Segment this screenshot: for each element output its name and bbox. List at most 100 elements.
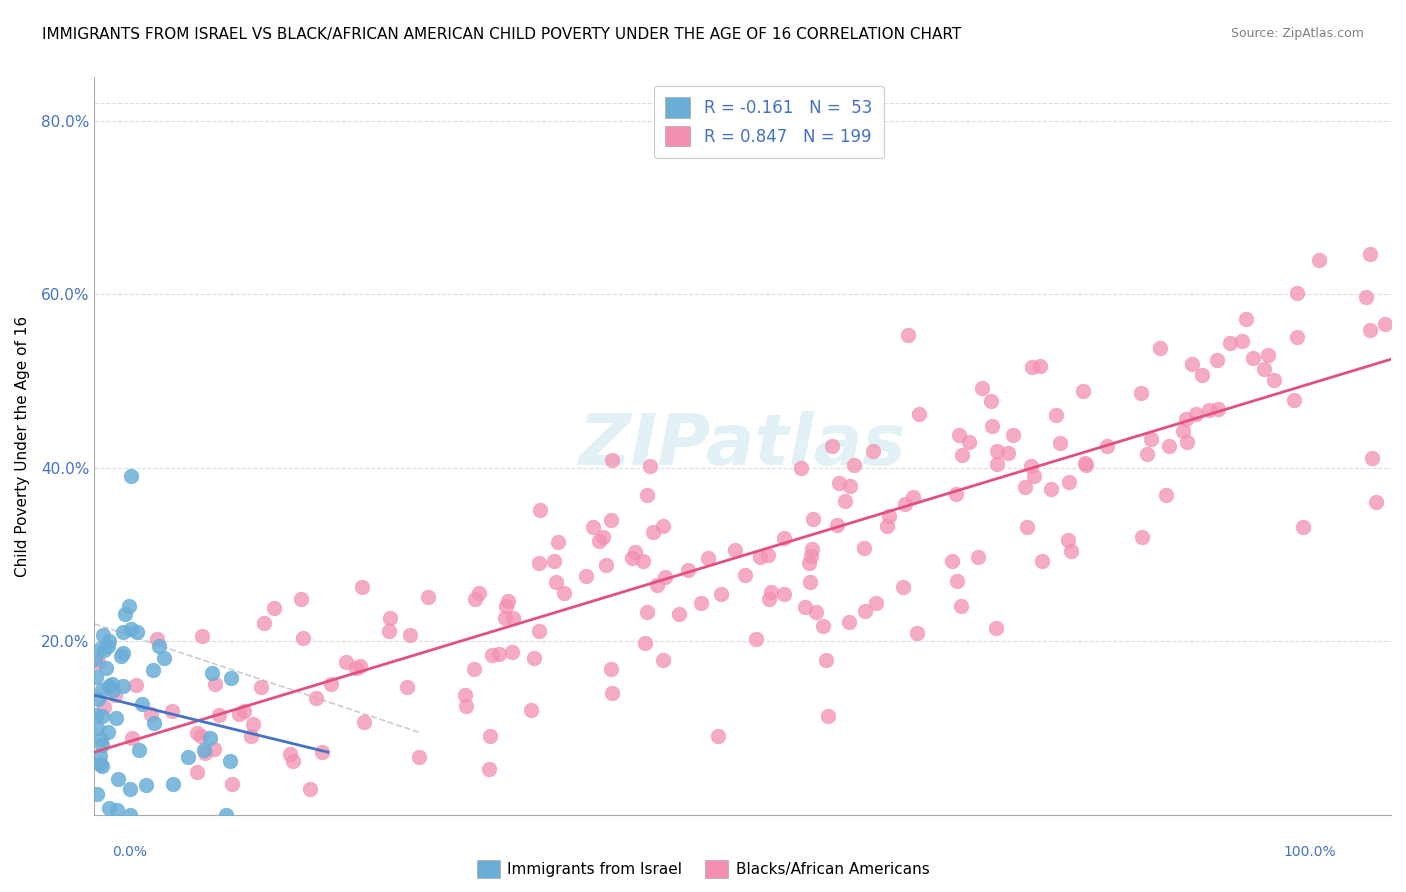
Point bbox=[633, 636, 655, 650]
Point bbox=[193, 742, 215, 756]
Point bbox=[529, 502, 551, 516]
Text: 100.0%: 100.0% bbox=[1284, 845, 1336, 859]
Point bbox=[1049, 435, 1071, 450]
Point bbox=[800, 541, 823, 556]
Point bbox=[651, 518, 673, 533]
Point bbox=[114, 607, 136, 621]
Point bbox=[838, 479, 860, 493]
Point bbox=[1358, 323, 1381, 337]
Point bbox=[84, 707, 107, 722]
Point bbox=[91, 738, 114, 752]
Point bbox=[478, 762, 501, 776]
Point bbox=[494, 610, 516, 624]
Point bbox=[1232, 334, 1254, 348]
Point bbox=[813, 619, 835, 633]
Point bbox=[986, 457, 1008, 471]
Point bbox=[87, 692, 110, 706]
Point bbox=[488, 647, 510, 661]
Point bbox=[1358, 247, 1381, 261]
Point bbox=[395, 680, 418, 694]
Point bbox=[502, 610, 524, 624]
Point bbox=[239, 729, 262, 743]
Point bbox=[636, 606, 658, 620]
Point bbox=[876, 519, 898, 533]
Point bbox=[643, 525, 665, 540]
Text: 0.0%: 0.0% bbox=[112, 845, 148, 859]
Point bbox=[547, 534, 569, 549]
Point bbox=[1014, 480, 1036, 494]
Point bbox=[200, 666, 222, 681]
Point bbox=[380, 610, 402, 624]
Point bbox=[877, 508, 900, 523]
Point bbox=[806, 605, 828, 619]
Point bbox=[1263, 373, 1285, 387]
Point bbox=[105, 711, 128, 725]
Point bbox=[527, 557, 550, 571]
Point bbox=[1130, 530, 1153, 544]
Point bbox=[1045, 409, 1067, 423]
Point bbox=[344, 661, 367, 675]
Point bbox=[207, 708, 229, 723]
Point bbox=[118, 807, 141, 822]
Point bbox=[654, 570, 676, 584]
Point bbox=[621, 550, 644, 565]
Text: Source: ZipAtlas.com: Source: ZipAtlas.com bbox=[1230, 27, 1364, 40]
Point bbox=[799, 574, 821, 589]
Point bbox=[84, 652, 107, 666]
Text: ZIPatlas: ZIPatlas bbox=[579, 411, 907, 481]
Point bbox=[125, 624, 148, 639]
Text: IMMIGRANTS FROM ISRAEL VS BLACK/AFRICAN AMERICAN CHILD POVERTY UNDER THE AGE OF : IMMIGRANTS FROM ISRAEL VS BLACK/AFRICAN … bbox=[42, 27, 962, 42]
Point bbox=[105, 803, 128, 817]
Point bbox=[543, 554, 565, 568]
Point bbox=[97, 801, 120, 815]
Point bbox=[399, 628, 422, 642]
Point bbox=[821, 439, 844, 453]
Point bbox=[582, 520, 605, 534]
Point bbox=[710, 587, 733, 601]
Point bbox=[94, 661, 117, 675]
Point bbox=[202, 741, 225, 756]
Point bbox=[1174, 411, 1197, 425]
Point bbox=[828, 476, 851, 491]
Point bbox=[893, 580, 915, 594]
Point bbox=[773, 587, 796, 601]
Point bbox=[1154, 488, 1177, 502]
Point bbox=[87, 655, 110, 669]
Point bbox=[838, 615, 860, 629]
Point bbox=[862, 443, 884, 458]
Point bbox=[253, 615, 276, 630]
Point bbox=[139, 707, 162, 722]
Point bbox=[193, 746, 215, 760]
Point bbox=[101, 677, 124, 691]
Point bbox=[800, 549, 823, 563]
Point bbox=[101, 682, 124, 697]
Point bbox=[120, 781, 142, 796]
Point bbox=[86, 721, 108, 735]
Point bbox=[86, 670, 108, 684]
Point bbox=[90, 640, 112, 655]
Point bbox=[1022, 469, 1045, 483]
Point bbox=[501, 645, 523, 659]
Point bbox=[93, 643, 115, 657]
Point bbox=[1355, 289, 1378, 303]
Point bbox=[111, 646, 134, 660]
Point bbox=[89, 756, 111, 771]
Point bbox=[233, 704, 256, 718]
Point bbox=[986, 621, 1008, 635]
Point bbox=[1286, 285, 1309, 300]
Point bbox=[191, 629, 214, 643]
Point bbox=[408, 750, 430, 764]
Point bbox=[135, 778, 157, 792]
Point bbox=[496, 594, 519, 608]
Point bbox=[120, 469, 142, 483]
Point bbox=[815, 653, 838, 667]
Point bbox=[980, 394, 1002, 409]
Point bbox=[349, 658, 371, 673]
Point bbox=[190, 729, 212, 743]
Point bbox=[298, 782, 321, 797]
Point bbox=[495, 599, 517, 613]
Point bbox=[478, 729, 501, 743]
Point bbox=[599, 513, 621, 527]
Point bbox=[1159, 439, 1181, 453]
Point bbox=[204, 677, 226, 691]
